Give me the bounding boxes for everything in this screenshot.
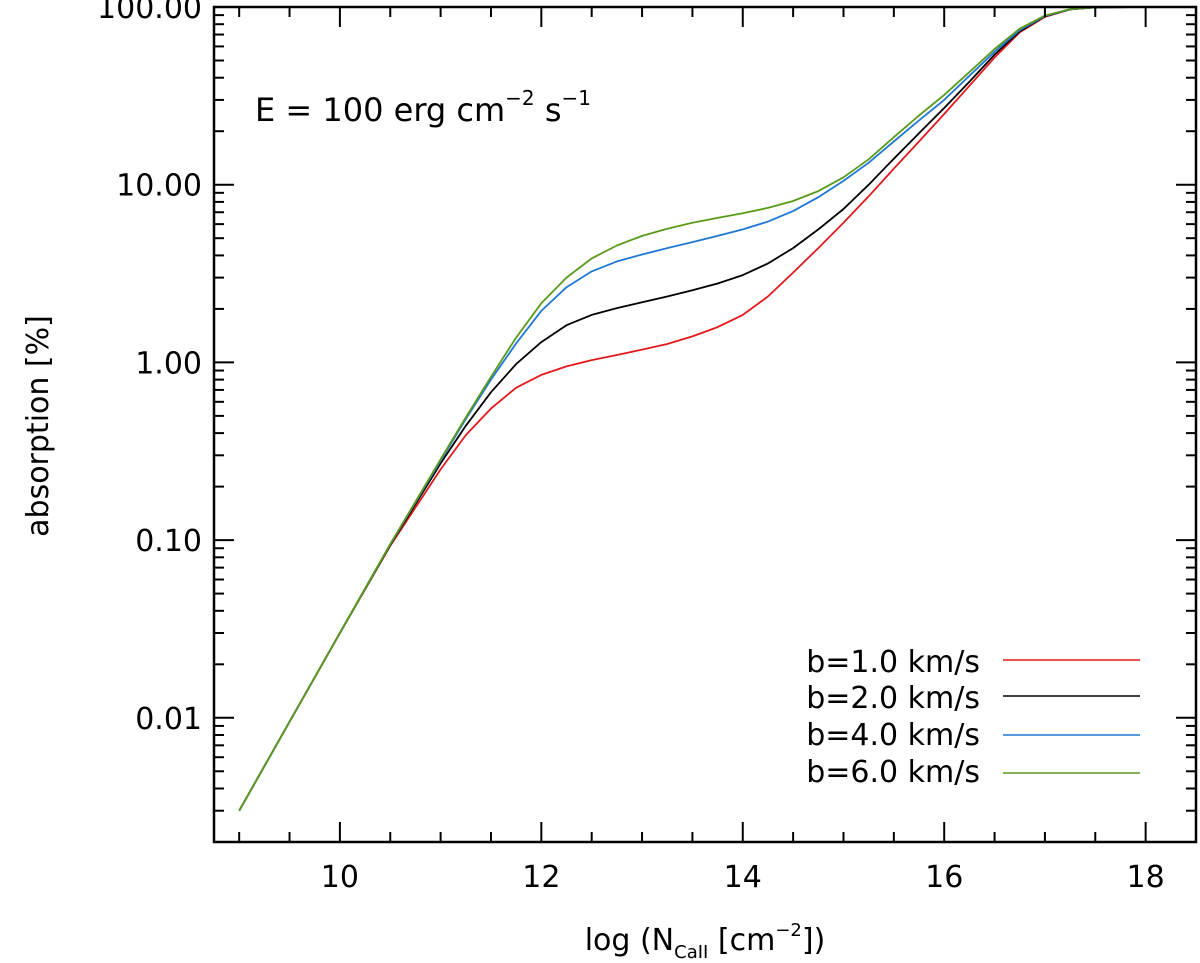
y-tick-label: 10.00: [116, 169, 202, 204]
legend-label-3: b=6.0 km/s: [806, 755, 980, 790]
energy-annotation-mid: s: [535, 91, 562, 129]
x-axis-title-sup: −2: [775, 920, 802, 941]
energy-annotation-text: E = 100 erg cm: [255, 91, 505, 129]
energy-annotation-sup2: −1: [561, 86, 590, 110]
legend-label-0: b=1.0 km/s: [806, 645, 980, 680]
y-tick-label: 100.00: [97, 0, 202, 26]
energy-annotation-sup1: −2: [505, 86, 534, 110]
x-axis-title: log (NCaII [cm−2]): [585, 920, 826, 963]
x-tick-label: 18: [1127, 860, 1165, 895]
y-tick-label: 0.10: [135, 524, 202, 559]
x-axis-title-mid: [cm: [708, 923, 775, 958]
plot-frame: [212, 5, 1198, 844]
x-tick-label: 16: [925, 860, 963, 895]
x-axis-title-prefix: log (N: [585, 923, 674, 958]
legend-label-2: b=4.0 km/s: [806, 718, 980, 753]
y-tick-label: 1.00: [135, 346, 202, 381]
legend-label-1: b=2.0 km/s: [806, 681, 980, 716]
y-tick-label: 0.01: [135, 702, 202, 737]
x-tick-label: 12: [522, 860, 560, 895]
x-tick-label: 14: [724, 860, 762, 895]
series-line-0: [238, 6, 1196, 812]
series-line-2: [238, 6, 1196, 812]
series-line-1: [238, 6, 1196, 812]
x-tick-label: 10: [321, 860, 359, 895]
x-axis-title-suffix: ]): [802, 923, 825, 958]
x-axis-title-sub: CaII: [674, 942, 708, 963]
y-axis-title: absorption [%]: [21, 315, 56, 537]
legend: b=1.0 km/s b=2.0 km/s b=4.0 km/s b=6.0 k…: [806, 645, 1140, 790]
series-line-3: [238, 6, 1196, 812]
energy-annotation: E = 100 erg cm−2 s−1: [255, 86, 591, 129]
